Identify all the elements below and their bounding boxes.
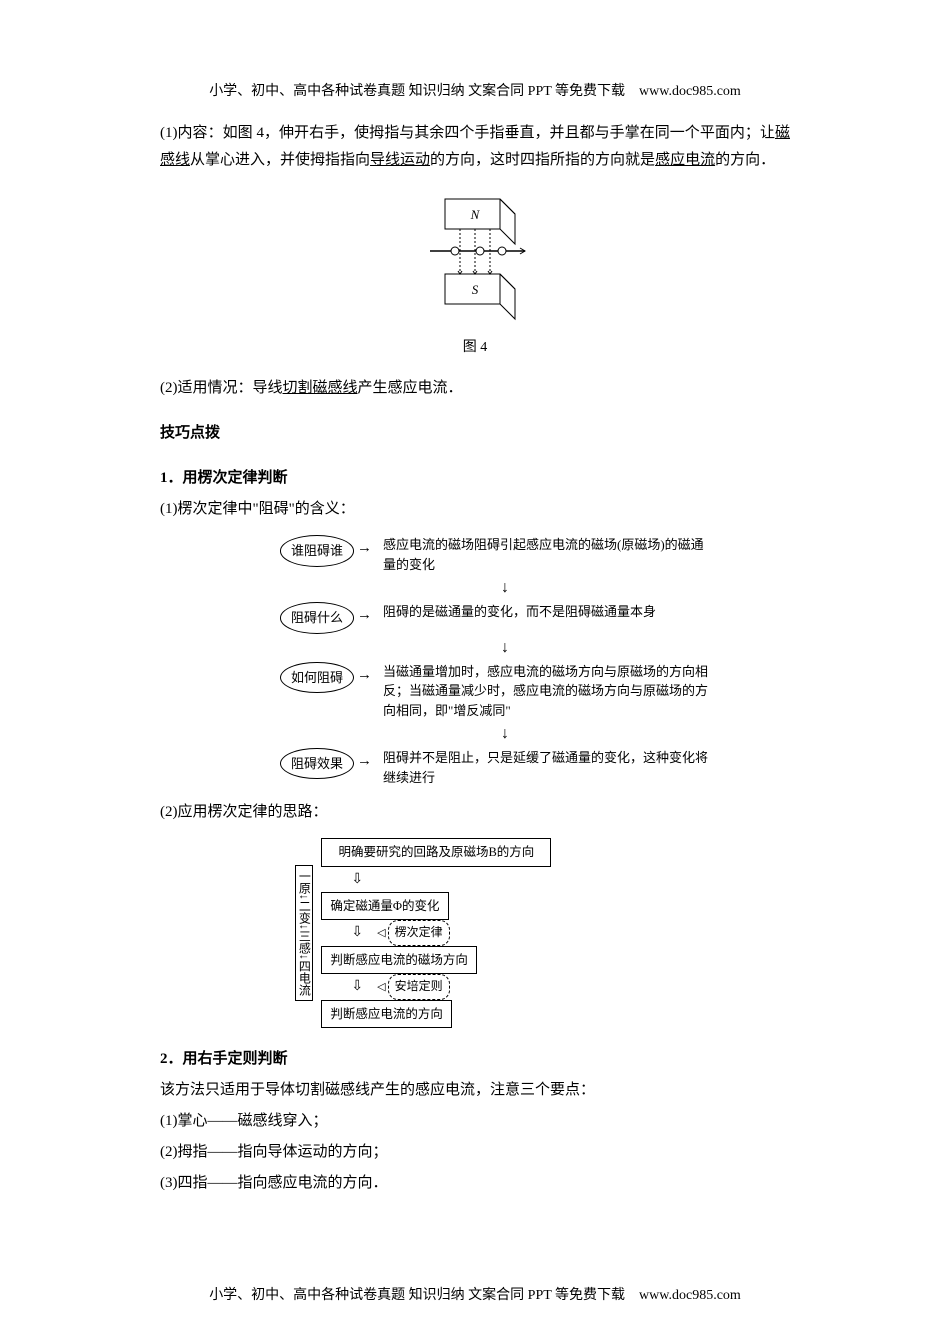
arrow-icon: → [357,602,372,629]
flow-annotation-row: ⇩ 楞次定律 [321,920,551,946]
ampere-label: 安培定则 [388,974,450,1000]
section-1-p1: (1)楞次定律中"阻碍"的含义： [160,496,790,523]
page-header: 小学、初中、高中各种试卷真题 知识归纳 文案合同 PPT 等免费下载 www.d… [160,80,790,100]
p2-suffix: 产生感应电流． [358,380,463,396]
arrow-icon: → [357,748,372,775]
p1-underline-3: 感应电流 [655,152,715,168]
flow-box-4: 判断感应电流的方向 [321,1000,452,1029]
vertical-label: 一原↓二变↓三感↓四电流 [295,865,313,1001]
oval-row-1: 谁阻碍谁 → 感应电流的磁场阻碍引起感应电流的磁场(原磁场)的磁通量的变化 [280,535,710,574]
lenz-label: 楞次定律 [388,920,450,946]
arrow-icon: → [357,535,372,562]
section-1-p2: (2)应用楞次定律的思路： [160,799,790,826]
p1-underline-2: 导线运动 [370,152,430,168]
figure-4-caption: 图 4 [160,335,790,360]
p2-prefix: (2)适用情况：导线 [160,380,283,396]
oval-row-4: 阻碍效果 → 阻碍并不是阻止，只是延缓了磁通量的变化，这种变化将继续进行 [280,748,710,787]
oval-3-desc: 当磁通量增加时，感应电流的磁场方向与原磁场的方向相反；当磁通量减少时，感应电流的… [383,662,710,721]
p1-mid2: 的方向，这时四指所指的方向就是 [430,152,655,168]
paragraph-2: (2)适用情况：导线切割磁感线产生感应电流． [160,375,790,402]
section-2-p4: (3)四指——指向感应电流的方向． [160,1170,790,1197]
down-arrow-icon: ⇩ [321,867,551,892]
oval-1-desc: 感应电流的磁场阻碍引起感应电流的磁场(原磁场)的磁通量的变化 [383,535,710,574]
p1-mid1: 从掌心进入，并使拇指指向 [190,152,370,168]
down-arrow-icon: ↓ [280,640,710,656]
down-arrow-icon: ↓ [280,580,710,596]
flowchart: 一原↓二变↓三感↓四电流 明确要研究的回路及原磁场B的方向 ⇩ 确定磁通量Φ的变… [295,838,655,1028]
oval-2-desc: 阻碍的是磁通量的变化，而不是阻碍磁通量本身 [383,602,656,622]
main-content: (1)内容：如图 4，伸开右手，使拇指与其余四个手指垂直，并且都与手掌在同一个平… [160,120,790,1197]
section-2-title: 2．用右手定则判断 [160,1046,790,1073]
figure-4-svg: N S [410,189,540,329]
p2-underline-1: 切割磁感线 [283,380,358,396]
flow-box-2: 确定磁通量Φ的变化 [321,892,448,921]
oval-3: 如何阻碍 [280,662,354,693]
down-arrow-icon: ↓ [280,726,710,742]
section-2-p2: (1)掌心——磁感线穿入； [160,1108,790,1135]
svg-text:S: S [472,282,479,297]
svg-text:N: N [470,207,481,222]
flow-annotation-row: ⇩ 安培定则 [321,974,551,1000]
figure-4: N S 图 4 [160,189,790,360]
section-2-p3: (2)拇指——指向导体运动的方向； [160,1139,790,1166]
oval-2: 阻碍什么 [280,602,354,633]
oval-4-desc: 阻碍并不是阻止，只是延缓了磁通量的变化，这种变化将继续进行 [383,748,710,787]
tech-title: 技巧点拨 [160,420,790,447]
paragraph-1: (1)内容：如图 4，伸开右手，使拇指与其余四个手指垂直，并且都与手掌在同一个平… [160,120,790,174]
oval-diagram: 谁阻碍谁 → 感应电流的磁场阻碍引起感应电流的磁场(原磁场)的磁通量的变化 ↓ … [280,535,710,787]
p1-suffix: 的方向． [715,152,775,168]
oval-row-2: 阻碍什么 → 阻碍的是磁通量的变化，而不是阻碍磁通量本身 [280,602,710,633]
page-footer: 小学、初中、高中各种试卷真题 知识归纳 文案合同 PPT 等免费下载 www.d… [0,1284,950,1304]
oval-4: 阻碍效果 [280,748,354,779]
flow-box-1: 明确要研究的回路及原磁场B的方向 [321,838,551,867]
oval-row-3: 如何阻碍 → 当磁通量增加时，感应电流的磁场方向与原磁场的方向相反；当磁通量减少… [280,662,710,721]
section-1-title: 1．用楞次定律判断 [160,465,790,492]
section-2-p1: 该方法只适用于导体切割磁感线产生的感应电流，注意三个要点： [160,1077,790,1104]
oval-1: 谁阻碍谁 [280,535,354,566]
arrow-icon: → [357,662,372,689]
p1-prefix: (1)内容：如图 4，伸开右手，使拇指与其余四个手指垂直，并且都与手掌在同一个平… [160,125,775,141]
flow-box-3: 判断感应电流的磁场方向 [321,946,477,975]
